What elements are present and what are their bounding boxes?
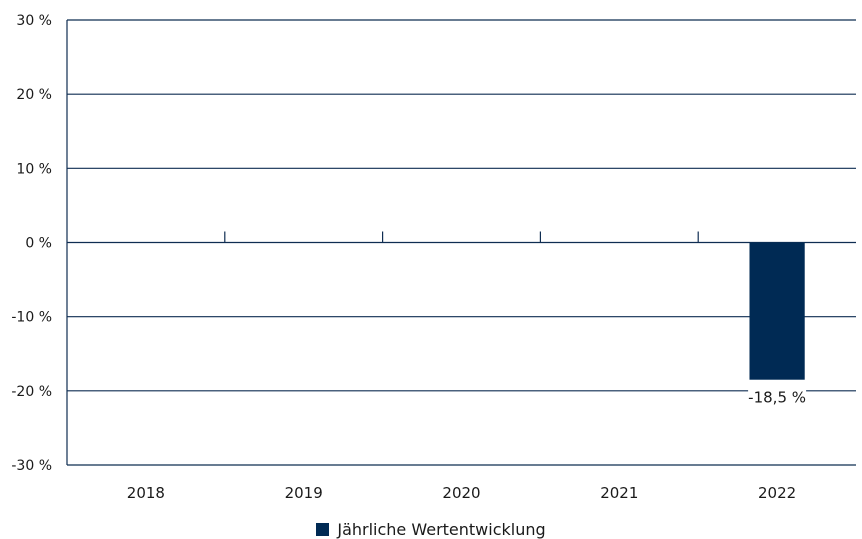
- category-ticks: [224, 231, 699, 243]
- gridlines: [67, 19, 856, 466]
- bar-chart: 30 %20 %10 %0 %-10 %-20 %-30 % 2018 2019 2…: [11, 13, 856, 502]
- legend: Jährliche Wertentwicklung: [0, 519, 862, 539]
- legend-swatch: [316, 522, 330, 536]
- y-tick-label: 20 %: [16, 87, 52, 103]
- x-tick-label: 2021: [600, 484, 638, 502]
- y-tick-label: 0 %: [25, 236, 52, 252]
- y-tick-label: -30 %: [11, 458, 52, 474]
- x-tick-label: 2022: [758, 484, 796, 502]
- x-tick-label: 2018: [127, 484, 165, 502]
- data-label-background: [748, 385, 807, 408]
- category-labels: 2018 2019 2020 2021 2022: [127, 484, 796, 502]
- y-tick-label: -20 %: [11, 384, 52, 400]
- data-label: -18,5 %: [748, 389, 806, 407]
- data-labels: -18,5 %: [748, 385, 807, 408]
- bars: [749, 242, 805, 380]
- bar-2022: [749, 242, 805, 380]
- y-tick-label: -10 %: [11, 310, 52, 326]
- legend-label: Jährliche Wertentwicklung: [337, 519, 546, 539]
- y-tick-label: 10 %: [16, 161, 52, 177]
- x-tick-label: 2019: [285, 484, 323, 502]
- x-tick-label: 2020: [442, 484, 480, 502]
- y-axis: 30 % 20 % 10 % 0 % -10 % -20 % -30 %: [11, 13, 68, 474]
- y-tick-label: 30 %: [16, 13, 52, 29]
